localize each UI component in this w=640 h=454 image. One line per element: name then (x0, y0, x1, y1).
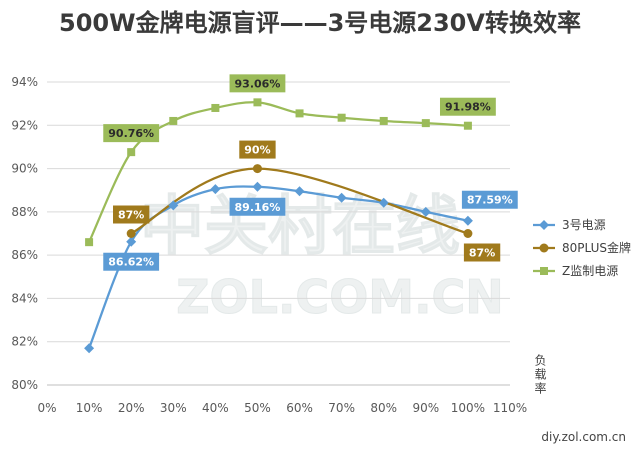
data-label-box (229, 74, 286, 93)
legend-swatch-marker (539, 220, 549, 230)
data-label-text: 93.06% (235, 77, 281, 90)
x-axis-label: 负载率 (533, 354, 547, 396)
x-tick-label-30: 30% (160, 401, 187, 415)
series-1-point-70 (336, 192, 347, 203)
y-tick-label-90: 90% (11, 162, 38, 176)
data-label-series-1-x50: 89.16% (229, 197, 286, 216)
data-label-text: 87% (118, 209, 144, 222)
legend-item-3: Z监制电源 (533, 264, 618, 278)
series-1-point-80 (378, 197, 389, 208)
data-label-box (103, 252, 160, 271)
data-label-text: 87% (469, 247, 495, 260)
series-2-point-20 (126, 229, 136, 238)
y-tick-label-80: 80% (11, 378, 38, 392)
series-1-point-60 (294, 186, 305, 197)
y-tick-label-86: 86% (11, 248, 38, 262)
x-tick-label-60: 60% (286, 401, 313, 415)
y-tick-label-88: 88% (11, 205, 38, 219)
legend-swatch-marker (539, 243, 549, 253)
series-3-point-50 (253, 98, 262, 107)
y-tick-label-84: 84% (11, 291, 38, 305)
source-credit: diy.zol.com.cn (541, 430, 626, 444)
x-axis-tick-labels: 0% 10% 20% 30% 40% 50% 60% 70% 80% 90% 100% 110% (37, 401, 527, 415)
series-3-point-100 (463, 121, 472, 130)
x-tick-label-0: 0% (37, 401, 56, 415)
series-1-point-90 (420, 206, 431, 217)
data-label-text: 90% (244, 144, 270, 157)
series-1-point-100 (462, 215, 473, 226)
data-label-series-2-x20: 87% (113, 205, 150, 224)
x-tick-label-50: 50% (244, 401, 271, 415)
watermark-text-en: ZOL.COM.CN (176, 270, 504, 324)
series-markers (84, 98, 473, 354)
series-2-point-100 (463, 229, 473, 238)
y-tick-label-82: 82% (11, 335, 38, 349)
data-label-box (113, 205, 150, 224)
legend-item-2: 80PLUS金牌 (533, 240, 631, 255)
data-label-box (461, 190, 518, 209)
data-label-box (229, 197, 286, 216)
data-label-text: 86.62% (108, 256, 154, 269)
data-label-series-3-x100: 91.98% (439, 97, 496, 116)
series-1-point-40 (210, 184, 221, 195)
legend-label: 3号电源 (562, 218, 606, 232)
y-tick-label-92: 92% (11, 118, 38, 132)
x-tick-label-90: 90% (412, 401, 439, 415)
data-label-series-1-x20: 86.62% (103, 252, 160, 271)
x-tick-label-40: 40% (202, 401, 229, 415)
x-tick-label-100: 100% (451, 401, 485, 415)
data-label-box (463, 243, 501, 262)
data-label-text: 90.76% (108, 127, 154, 140)
y-tick-label-94: 94% (11, 75, 38, 89)
data-label-text: 87.59% (467, 194, 513, 207)
series-3-point-40 (211, 103, 220, 112)
data-label-series-3-x50: 93.06% (229, 74, 286, 93)
x-tick-label-70: 70% (328, 401, 355, 415)
series-3-point-70 (337, 113, 346, 122)
series-3-point-90 (421, 119, 430, 128)
series-3-point-80 (379, 116, 388, 125)
legend-item-1: 3号电源 (533, 218, 606, 232)
data-labels: 86.62% 89.16% 87.59% 87% 90% 87% 90.76% 93.06% 9… (103, 74, 518, 271)
x-tick-label-80: 80% (370, 401, 397, 415)
x-tick-label-20: 20% (118, 401, 145, 415)
series-1-point-30 (168, 200, 179, 211)
x-tick-label-10: 10% (76, 401, 103, 415)
chart-title: 500W金牌电源盲评——3号电源230V转换效率 (59, 9, 581, 37)
legend-label: 80PLUS金牌 (562, 240, 631, 255)
data-label-text: 89.16% (235, 201, 281, 214)
data-label-box (103, 124, 160, 143)
watermark: 中关村在线 ZOL.COM.CN (140, 190, 505, 325)
series-3-point-60 (295, 109, 304, 118)
series-line-1 (88, 185, 469, 349)
data-label-series-3-x20: 90.76% (103, 124, 160, 143)
series-1-point-10 (84, 343, 95, 354)
data-label-series-1-x100: 87.59% (461, 190, 518, 209)
series-1-point-20 (126, 236, 137, 247)
y-axis-tick-labels: 80% 82% 84% 86% 88% 90% 92% 94% (11, 75, 38, 392)
watermark-text-cn: 中关村在线 (140, 190, 460, 264)
series-3-point-20 (127, 148, 136, 157)
data-label-text: 91.98% (445, 101, 491, 114)
data-label-series-2-x100: 87% (463, 243, 501, 262)
x-tick-label-110: 110% (493, 401, 527, 415)
data-label-box (239, 140, 276, 159)
series-3-point-10 (85, 238, 94, 247)
legend-label: Z监制电源 (562, 264, 618, 278)
series-3-point-30 (169, 116, 178, 125)
series-2-point-50 (252, 164, 262, 174)
data-label-series-2-x50: 90% (239, 140, 276, 159)
series-1-point-50 (252, 181, 263, 192)
legend: 3号电源 80PLUS金牌 Z监制电源 (533, 218, 631, 278)
data-label-box (439, 97, 496, 116)
legend-swatch-marker (540, 267, 548, 275)
